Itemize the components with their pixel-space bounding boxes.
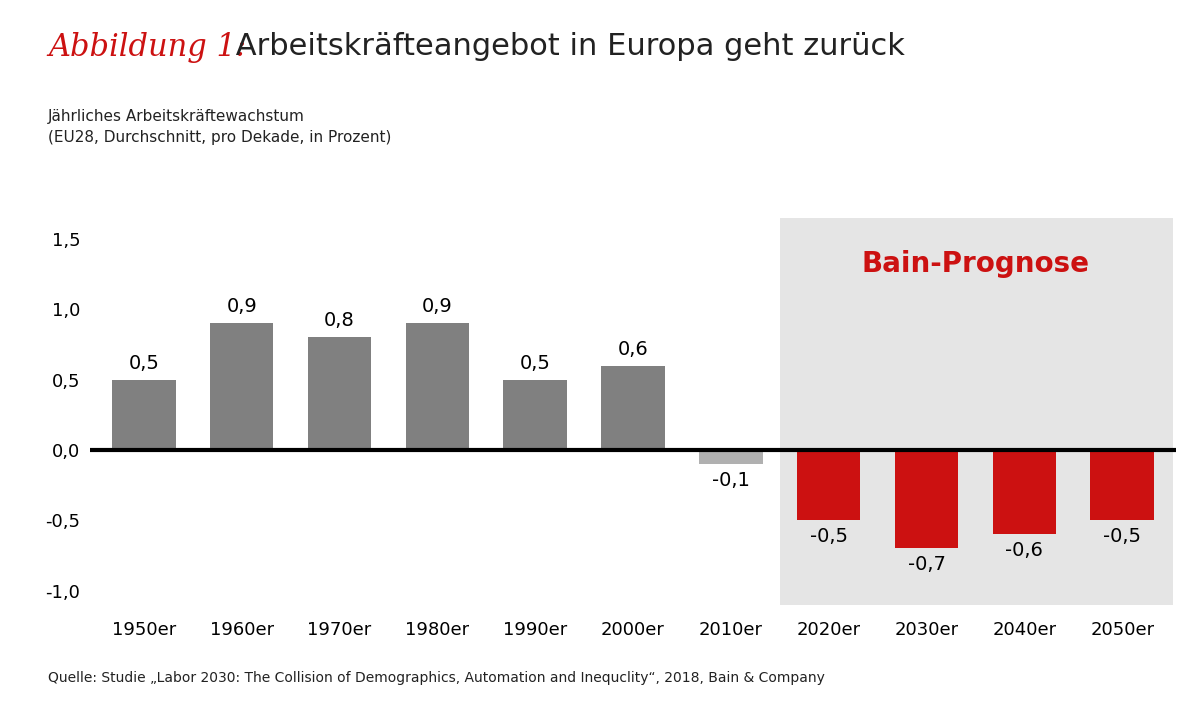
Text: -0,7: -0,7 <box>907 555 946 574</box>
Text: Quelle: Studie „Labor 2030: The Collision of Demographics, Automation and Inequc: Quelle: Studie „Labor 2030: The Collisio… <box>48 671 824 685</box>
Text: -0,5: -0,5 <box>1103 527 1141 546</box>
Text: (EU28, Durchschnitt, pro Dekade, in Prozent): (EU28, Durchschnitt, pro Dekade, in Proz… <box>48 130 391 145</box>
Text: Jährliches Arbeitskräftewachstum: Jährliches Arbeitskräftewachstum <box>48 109 305 124</box>
Text: -0,1: -0,1 <box>712 471 750 490</box>
Bar <box>210 323 274 450</box>
Bar <box>1091 450 1154 520</box>
Text: Abbildung 1:: Abbildung 1: <box>48 32 246 63</box>
Text: 0,9: 0,9 <box>227 297 257 316</box>
Text: 0,6: 0,6 <box>618 340 648 359</box>
Text: -0,5: -0,5 <box>810 527 847 546</box>
Text: 0,5: 0,5 <box>520 354 551 373</box>
Text: -0,6: -0,6 <box>1006 541 1043 560</box>
Text: Arbeitskräfteangebot in Europa geht zurück: Arbeitskräfteangebot in Europa geht zurü… <box>226 32 905 60</box>
Bar <box>112 380 175 450</box>
Bar <box>992 450 1056 534</box>
Text: 0,5: 0,5 <box>128 354 160 373</box>
Bar <box>797 450 860 520</box>
Bar <box>895 450 959 548</box>
Text: 0,8: 0,8 <box>324 311 355 330</box>
Bar <box>307 337 371 450</box>
Bar <box>601 366 665 450</box>
Bar <box>503 380 566 450</box>
Bar <box>780 218 1174 605</box>
Bar <box>406 323 469 450</box>
Bar <box>700 450 763 464</box>
Text: 0,9: 0,9 <box>422 297 452 316</box>
Text: Bain-Prognose: Bain-Prognose <box>862 250 1090 278</box>
